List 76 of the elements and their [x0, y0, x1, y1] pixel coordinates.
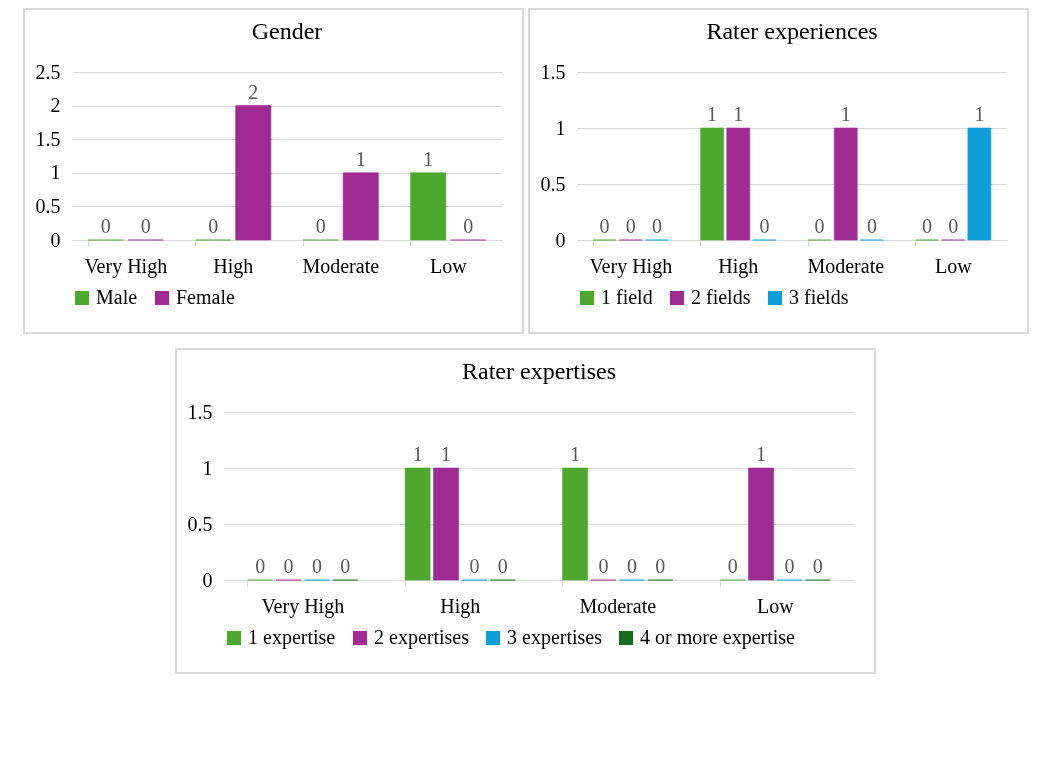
y-tick-label: 0 [50, 228, 60, 251]
data-label: 1 [756, 443, 767, 465]
y-tick-label: 0.5 [35, 194, 60, 217]
data-label: 0 [340, 555, 351, 577]
data-label: 1 [441, 443, 452, 465]
x-tick-label: High [212, 254, 253, 278]
y-tick-label: 1 [50, 161, 60, 184]
y-tick-label: 2 [50, 94, 60, 117]
data-label: 2 [247, 80, 258, 103]
x-tick-label: Very High [83, 254, 167, 278]
bar [409, 172, 446, 241]
data-label: 0 [947, 215, 958, 237]
x-tick-label: Moderate [301, 254, 379, 277]
chart-title: Rater expertises [462, 358, 616, 384]
data-label: 1 [422, 147, 433, 170]
y-tick-label: 1 [555, 116, 565, 139]
data-label: 0 [140, 215, 151, 237]
data-label: 0 [784, 555, 795, 577]
x-tick-label: Moderate [579, 594, 657, 617]
y-tick-label: 0 [555, 228, 565, 251]
data-label: 0 [655, 555, 666, 577]
data-label: 0 [598, 555, 609, 577]
data-label: 0 [255, 555, 266, 577]
data-label: 0 [758, 215, 769, 237]
x-tick-label: Low [756, 594, 795, 617]
data-label: 0 [315, 215, 326, 237]
legend-label: 4 or more expertise [640, 626, 796, 649]
data-label: 0 [651, 215, 662, 237]
data-label: 0 [626, 555, 637, 577]
legend-label: Female [175, 286, 235, 308]
y-tick-label: 1 [202, 456, 213, 479]
bar [342, 172, 379, 241]
data-label: 1 [412, 443, 423, 465]
x-tick-label: Very High [588, 254, 672, 278]
chart-title: Gender [251, 18, 322, 44]
data-label: 1 [732, 103, 743, 125]
data-label: 0 [283, 555, 294, 577]
data-label: 0 [311, 555, 322, 577]
x-tick-label: High [440, 594, 481, 618]
data-label: 0 [462, 215, 473, 237]
x-tick-label: Low [934, 254, 972, 277]
legend-label: 2 expertises [374, 626, 470, 649]
x-tick-label: High [717, 254, 758, 278]
data-label: 0 [866, 215, 877, 237]
data-label: 0 [625, 215, 636, 237]
data-label: 1 [706, 103, 717, 125]
data-label: 1 [355, 147, 366, 170]
y-tick-label: 0.5 [187, 512, 213, 535]
legend-label: 3 fields [788, 286, 849, 308]
data-label: 0 [921, 215, 932, 237]
x-tick-label: Low [429, 254, 467, 277]
chart-title: Rater experiences [705, 18, 878, 44]
data-label: 1 [840, 103, 851, 125]
y-tick-label: 0.5 [540, 172, 565, 195]
data-label: 1 [973, 103, 984, 125]
data-label: 1 [570, 443, 581, 465]
legend-label: 1 field [600, 286, 653, 308]
y-tick-label: 1.5 [540, 60, 565, 83]
bar [234, 105, 271, 241]
x-tick-label: Moderate [806, 254, 884, 277]
data-label: 0 [599, 215, 610, 237]
data-label: 0 [100, 215, 111, 237]
x-tick-label: Very High [261, 594, 345, 618]
legend-label: 1 expertise [248, 626, 336, 649]
y-tick-label: 1.5 [187, 400, 213, 423]
y-tick-label: 2.5 [35, 60, 60, 83]
legend-label: Male [95, 286, 137, 308]
data-label: 0 [727, 555, 738, 577]
legend-label: 3 expertises [507, 626, 603, 649]
y-tick-label: 0 [202, 568, 213, 591]
y-tick-label: 1.5 [35, 127, 60, 150]
data-label: 0 [497, 555, 508, 577]
legend-label: 2 fields [690, 286, 751, 308]
data-label: 0 [469, 555, 480, 577]
data-label: 0 [812, 555, 823, 577]
data-label: 0 [814, 215, 825, 237]
